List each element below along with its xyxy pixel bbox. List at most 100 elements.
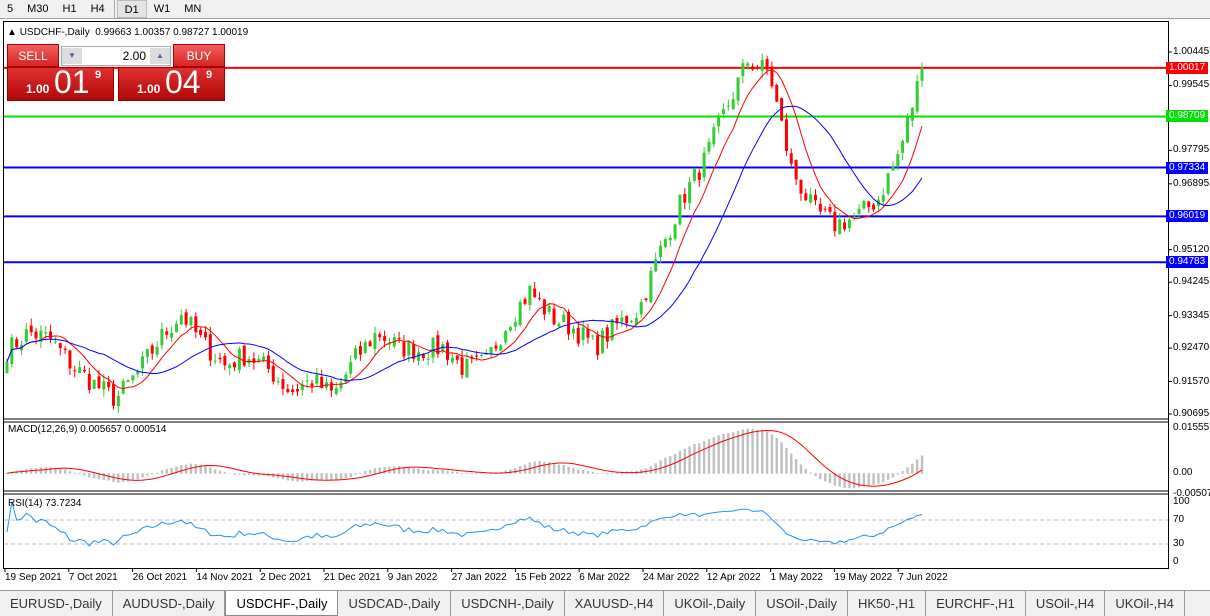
candle-body — [489, 346, 493, 354]
price-axis-label: 0.93345 — [1173, 309, 1210, 321]
chart-tab[interactable]: EURUSD-,Daily — [0, 591, 113, 616]
price-axis-label: 0.94245 — [1173, 276, 1210, 288]
macd-histogram-bar — [862, 473, 866, 487]
candle-body — [102, 381, 106, 390]
candle-body — [213, 360, 217, 362]
candle-body — [479, 354, 483, 356]
one-click-trading-panel: SELL ▼ 2.00 ▲ BUY 1.00 01 9 1.00 04 9 — [7, 44, 227, 102]
chart-tab[interactable]: HK50-,H1 — [848, 591, 927, 616]
chart-tab[interactable]: USDCNH-,Daily — [451, 591, 565, 616]
candle-body — [751, 66, 755, 70]
candle-body — [722, 109, 726, 115]
chart-tab[interactable]: UKOil-,Daily — [664, 591, 757, 616]
level-price-label[interactable]: 0.97334 — [1166, 161, 1209, 174]
timeframe-w1[interactable]: W1 — [153, 3, 171, 15]
macd-histogram-bar — [872, 473, 875, 485]
candle-body — [823, 208, 827, 210]
timeframe-5[interactable]: 5 — [7, 3, 14, 15]
timeframe-toolbar: 5 M30 H1 H4 D1 W1 MN — [0, 0, 1210, 19]
timeframe-h4[interactable]: H4 — [90, 3, 105, 15]
candle-body — [112, 384, 116, 406]
buy-price[interactable]: 1.00 04 9 — [118, 64, 225, 101]
date-axis-label: 21 Dec 2021 — [324, 572, 381, 583]
candle-body — [184, 312, 188, 325]
chart-tab[interactable]: USOil-,H4 — [1026, 591, 1106, 616]
chart-tab[interactable]: UKOil-,H4 — [1105, 591, 1185, 616]
macd-histogram-bar — [538, 461, 541, 474]
candle-body — [368, 341, 372, 347]
decrease-lot-icon[interactable]: ▼ — [62, 48, 82, 64]
candle-body — [29, 325, 33, 333]
macd-histogram-bar — [49, 467, 52, 474]
date-axis-label: 12 Apr 2022 — [706, 572, 761, 583]
macd-histogram-bar — [247, 473, 251, 476]
candle-body — [799, 179, 803, 194]
candle-body — [402, 342, 406, 357]
macd-histogram-bar — [712, 437, 716, 474]
chart-tab[interactable]: USDCAD-,Daily — [338, 591, 452, 616]
macd-histogram-bar — [465, 473, 469, 475]
macd-histogram-bar — [78, 473, 81, 475]
level-price-label[interactable]: 0.94783 — [1166, 256, 1209, 269]
candle-body — [203, 332, 207, 338]
candle-body — [281, 379, 285, 389]
lot-size-input[interactable]: ▼ 2.00 ▲ — [61, 46, 171, 66]
chart-tab[interactable]: USDCHF-,Daily — [225, 591, 339, 616]
macd-histogram-bar — [809, 472, 812, 474]
timeframe-mn[interactable]: MN — [184, 3, 202, 15]
candle-body — [78, 367, 82, 373]
level-price-label[interactable]: 0.96019 — [1166, 210, 1209, 223]
macd-histogram-bar — [731, 432, 735, 474]
macd-histogram-bar — [431, 469, 435, 474]
macd-histogram-bar — [518, 466, 522, 474]
macd-histogram-bar — [509, 469, 512, 474]
candle-body — [625, 316, 629, 324]
macd-histogram-bar — [305, 473, 309, 481]
macd-histogram-bar — [915, 459, 919, 474]
candle-body — [847, 219, 851, 229]
macd-histogram-bar — [886, 473, 890, 480]
chart-tab[interactable]: USOil-,Daily — [756, 591, 848, 616]
sell-price[interactable]: 1.00 01 9 — [7, 64, 114, 101]
macd-histogram-bar — [848, 473, 851, 489]
macd-histogram-bar — [301, 473, 304, 482]
price-axis-label: 0.95120 — [1173, 243, 1210, 255]
candle-body — [87, 373, 91, 390]
macd-histogram-bar — [572, 467, 575, 474]
candle-body — [765, 59, 769, 70]
candle-body — [141, 356, 145, 369]
candle-body — [620, 317, 624, 322]
macd-histogram-bar — [223, 472, 227, 474]
chart-tab[interactable]: XAUUSD-,H4 — [565, 591, 665, 616]
timeframe-m30[interactable]: M30 — [27, 3, 49, 15]
candle-body — [905, 117, 909, 143]
candle-body — [586, 328, 590, 338]
macd-histogram-bar — [727, 432, 730, 474]
timeframe-d1[interactable]: D1 — [116, 0, 147, 18]
candle-body — [630, 320, 634, 323]
candle-body — [712, 127, 716, 145]
candle-body — [257, 358, 261, 362]
candle-body — [237, 349, 241, 371]
timeframe-h1[interactable]: H1 — [62, 3, 77, 15]
macd-histogram-bar — [770, 434, 774, 474]
candle-body — [780, 98, 784, 121]
increase-lot-icon[interactable]: ▲ — [150, 48, 170, 64]
sell-button[interactable]: SELL — [7, 44, 59, 67]
chart-area[interactable] — [3, 21, 1169, 569]
candle-body — [339, 382, 343, 389]
level-price-label[interactable]: 0.98709 — [1166, 110, 1209, 123]
buy-button[interactable]: BUY — [173, 44, 225, 67]
macd-histogram-bar — [92, 473, 96, 479]
level-price-label[interactable]: 1.00017 — [1166, 61, 1209, 74]
candle-body — [436, 335, 440, 355]
candle-body — [34, 331, 38, 339]
lot-value[interactable]: 2.00 — [122, 49, 146, 63]
macd-histogram-bar — [97, 473, 101, 480]
macd-histogram-bar — [853, 473, 856, 489]
macd-histogram-bar — [480, 473, 483, 474]
chart-tab[interactable]: EURCHF-,H1 — [926, 591, 1026, 616]
candle-body — [397, 337, 401, 339]
candle-body — [605, 327, 609, 342]
chart-tab[interactable]: AUDUSD-,Daily — [113, 591, 226, 616]
